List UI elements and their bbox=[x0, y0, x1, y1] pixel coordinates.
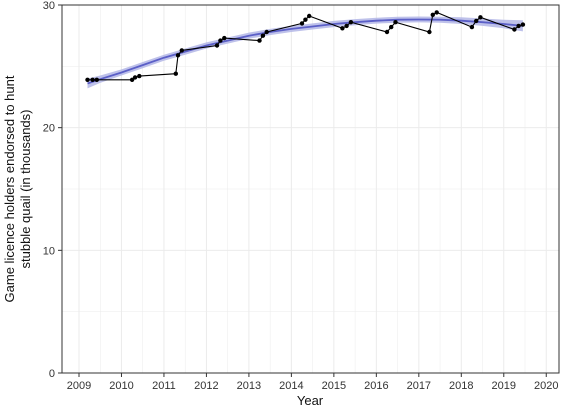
y-axis-ticks: 0 10 20 30 bbox=[43, 0, 62, 380]
observed-point bbox=[85, 77, 90, 83]
x-tick-label: 2012 bbox=[194, 380, 218, 392]
observed-point bbox=[129, 77, 135, 83]
observed-point bbox=[393, 20, 398, 25]
x-tick-label: 2019 bbox=[492, 380, 516, 392]
trend-line-group bbox=[87, 18, 523, 85]
observed-point bbox=[307, 13, 312, 19]
observed-point bbox=[340, 26, 345, 31]
observed-point bbox=[175, 53, 181, 58]
x-tick-label: 2016 bbox=[364, 380, 388, 392]
observed-point bbox=[222, 35, 227, 41]
observed-point bbox=[430, 12, 435, 17]
observed-series bbox=[85, 10, 526, 83]
observed-point bbox=[179, 48, 184, 53]
x-tick-label: 2014 bbox=[279, 380, 303, 392]
observed-point bbox=[512, 27, 517, 32]
observed-point bbox=[474, 18, 479, 24]
observed-point bbox=[90, 77, 95, 83]
observed-point bbox=[478, 15, 483, 20]
observed-point bbox=[384, 29, 390, 35]
observed-point bbox=[214, 43, 220, 48]
observed-point bbox=[303, 17, 308, 22]
observed-point bbox=[389, 24, 394, 30]
y-tick-label: 20 bbox=[43, 123, 55, 135]
y-tick-label: 30 bbox=[43, 0, 55, 12]
observed-point bbox=[516, 23, 521, 29]
trend-line bbox=[87, 18, 523, 85]
observed-point bbox=[469, 24, 475, 30]
observed-point bbox=[344, 23, 349, 29]
x-axis-ticks: 2009 2010 2011 2012 2013 2014 2015 2016 2017 2018… bbox=[67, 373, 558, 392]
observed-point bbox=[264, 29, 269, 35]
x-tick-label: 2020 bbox=[534, 380, 558, 392]
y-axis-title-line-2: stubble quail (in thousands) bbox=[18, 110, 33, 269]
trend-confidence-band bbox=[87, 16, 523, 89]
observed-point bbox=[173, 71, 178, 76]
x-tick-label: 2009 bbox=[67, 380, 91, 392]
x-axis-title: Year bbox=[297, 393, 324, 408]
observed-point bbox=[434, 10, 439, 15]
plot-border bbox=[61, 4, 560, 374]
observed-point bbox=[260, 33, 266, 38]
y-axis-title-line-1: Game licence holders endorsed to hunt bbox=[2, 75, 17, 302]
x-tick-label: 2015 bbox=[322, 380, 346, 392]
confidence-band bbox=[87, 16, 523, 89]
observed-point bbox=[132, 75, 138, 80]
observed-point bbox=[520, 22, 526, 27]
gridlines bbox=[62, 4, 559, 374]
x-tick-label: 2011 bbox=[152, 380, 176, 392]
observed-point bbox=[218, 38, 223, 43]
observed-point bbox=[257, 38, 262, 43]
observed-point bbox=[299, 21, 305, 26]
x-tick-label: 2010 bbox=[109, 380, 133, 392]
observed-point bbox=[348, 20, 354, 25]
x-tick-label: 2013 bbox=[237, 380, 261, 392]
y-tick-label: 0 bbox=[49, 368, 55, 380]
observed-point bbox=[137, 73, 142, 79]
observed-point bbox=[427, 29, 432, 35]
x-tick-label: 2018 bbox=[449, 380, 473, 392]
observed-point bbox=[94, 77, 100, 83]
x-tick-label: 2017 bbox=[407, 380, 431, 392]
y-tick-label: 10 bbox=[43, 245, 55, 257]
